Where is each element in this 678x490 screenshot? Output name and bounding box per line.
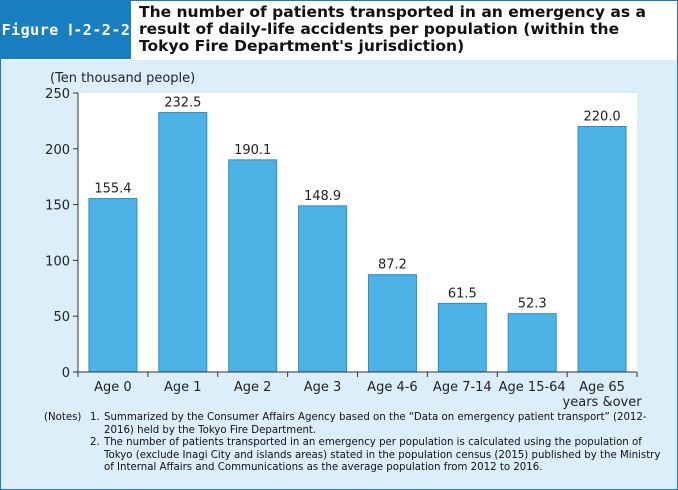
notes-lead: (Notes) [44,412,82,423]
y-tick-label: 0 [62,366,70,381]
bar-value-label: 61.5 [448,286,477,301]
y-tick-label: 200 [45,143,70,158]
bar-value-label: 155.4 [94,182,131,197]
bar-value-label: 232.5 [164,96,201,111]
y-tick-label: 50 [53,310,70,325]
bar [367,274,417,373]
y-tick-label: 100 [45,254,70,269]
x-tick-label: Age 3 [304,380,342,395]
note-number: 2. [90,437,100,449]
bar-value-label: 87.2 [378,258,407,273]
figure-label: Figure Ⅰ-2-2-2 [1,1,131,59]
note-text: The number of patients transported in an… [104,437,661,474]
note-1: (Notes) 1. Summarized by the Consumer Af… [44,412,672,437]
bar [228,159,278,373]
figure-title: The number of patients transported in an… [139,3,646,55]
y-tick-label: 250 [45,87,70,102]
x-tick-label: Age 15-64 [499,380,566,395]
note-2: 2. The number of patients transported in… [44,437,672,475]
figure-header: Figure Ⅰ-2-2-2 The number of patients tr… [1,1,677,59]
notes: (Notes) 1. Summarized by the Consumer Af… [44,412,672,475]
bar [158,112,208,373]
bar [88,198,138,373]
x-tick-label: Age 0 [94,380,132,395]
bar [298,205,348,373]
y-axis-title: (Ten thousand people) [50,71,195,86]
x-tick-label: Age 4-6 [367,380,418,395]
bar-value-label: 190.1 [234,143,271,158]
bar [577,125,627,373]
note-text: Summarized by the Consumer Affairs Agenc… [104,412,647,436]
x-tick-label: Age 1 [164,380,202,395]
bar-value-label: 52.3 [518,297,547,312]
notes-lead-spacer [44,437,90,475]
x-tick-label: Age 65 years &over [563,380,643,409]
note-number: 1. [90,412,100,423]
bar-value-label: 148.9 [304,189,341,204]
bar [437,302,487,373]
bar-chart: (Ten thousand people) 0 50 100 150 200 250 155.… [45,71,643,409]
x-tick-label: Age 7-14 [433,380,492,395]
bar [507,313,557,373]
y-tick-label: 150 [45,199,70,214]
x-tick-label: Age 2 [234,380,272,395]
bar-value-label: 220.0 [583,109,620,124]
